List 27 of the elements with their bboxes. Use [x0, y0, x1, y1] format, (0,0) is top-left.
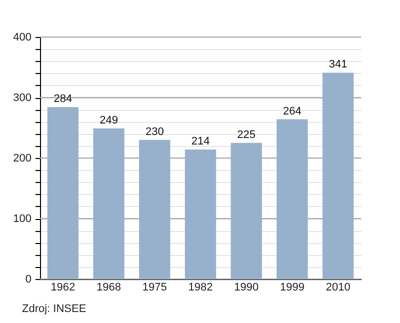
x-tick-label: 1999 [280, 282, 304, 294]
y-tick-label: 100 [13, 213, 32, 225]
data-label: 284 [54, 93, 72, 106]
data-label: 341 [328, 58, 348, 71]
bar [184, 150, 216, 279]
bar [230, 142, 262, 279]
bar [93, 128, 124, 279]
x-tick-label: 1990 [234, 282, 259, 294]
text: Zdroj: INSEE [22, 303, 86, 315]
data-label: 249 [100, 114, 118, 126]
bar [322, 72, 354, 279]
x-tick-label: 1975 [142, 282, 167, 294]
bar [276, 119, 308, 279]
bar [139, 140, 170, 279]
y-tick-label: 300 [13, 92, 32, 104]
data-label: 225 [237, 128, 256, 141]
data-label: 214 [191, 136, 210, 148]
bar [47, 107, 79, 279]
x-tick-label: 2010 [326, 282, 350, 294]
y-tick-label: 400 [13, 32, 32, 44]
data-label: 264 [283, 105, 302, 118]
data-label: 230 [145, 126, 164, 138]
x-tick-label: 1968 [96, 282, 122, 294]
x-tick-label: 1982 [188, 282, 213, 294]
x-tick-label: 1962 [50, 282, 76, 294]
y-tick-label: 200 [13, 152, 32, 164]
y-tick-label: 0 [25, 274, 32, 286]
